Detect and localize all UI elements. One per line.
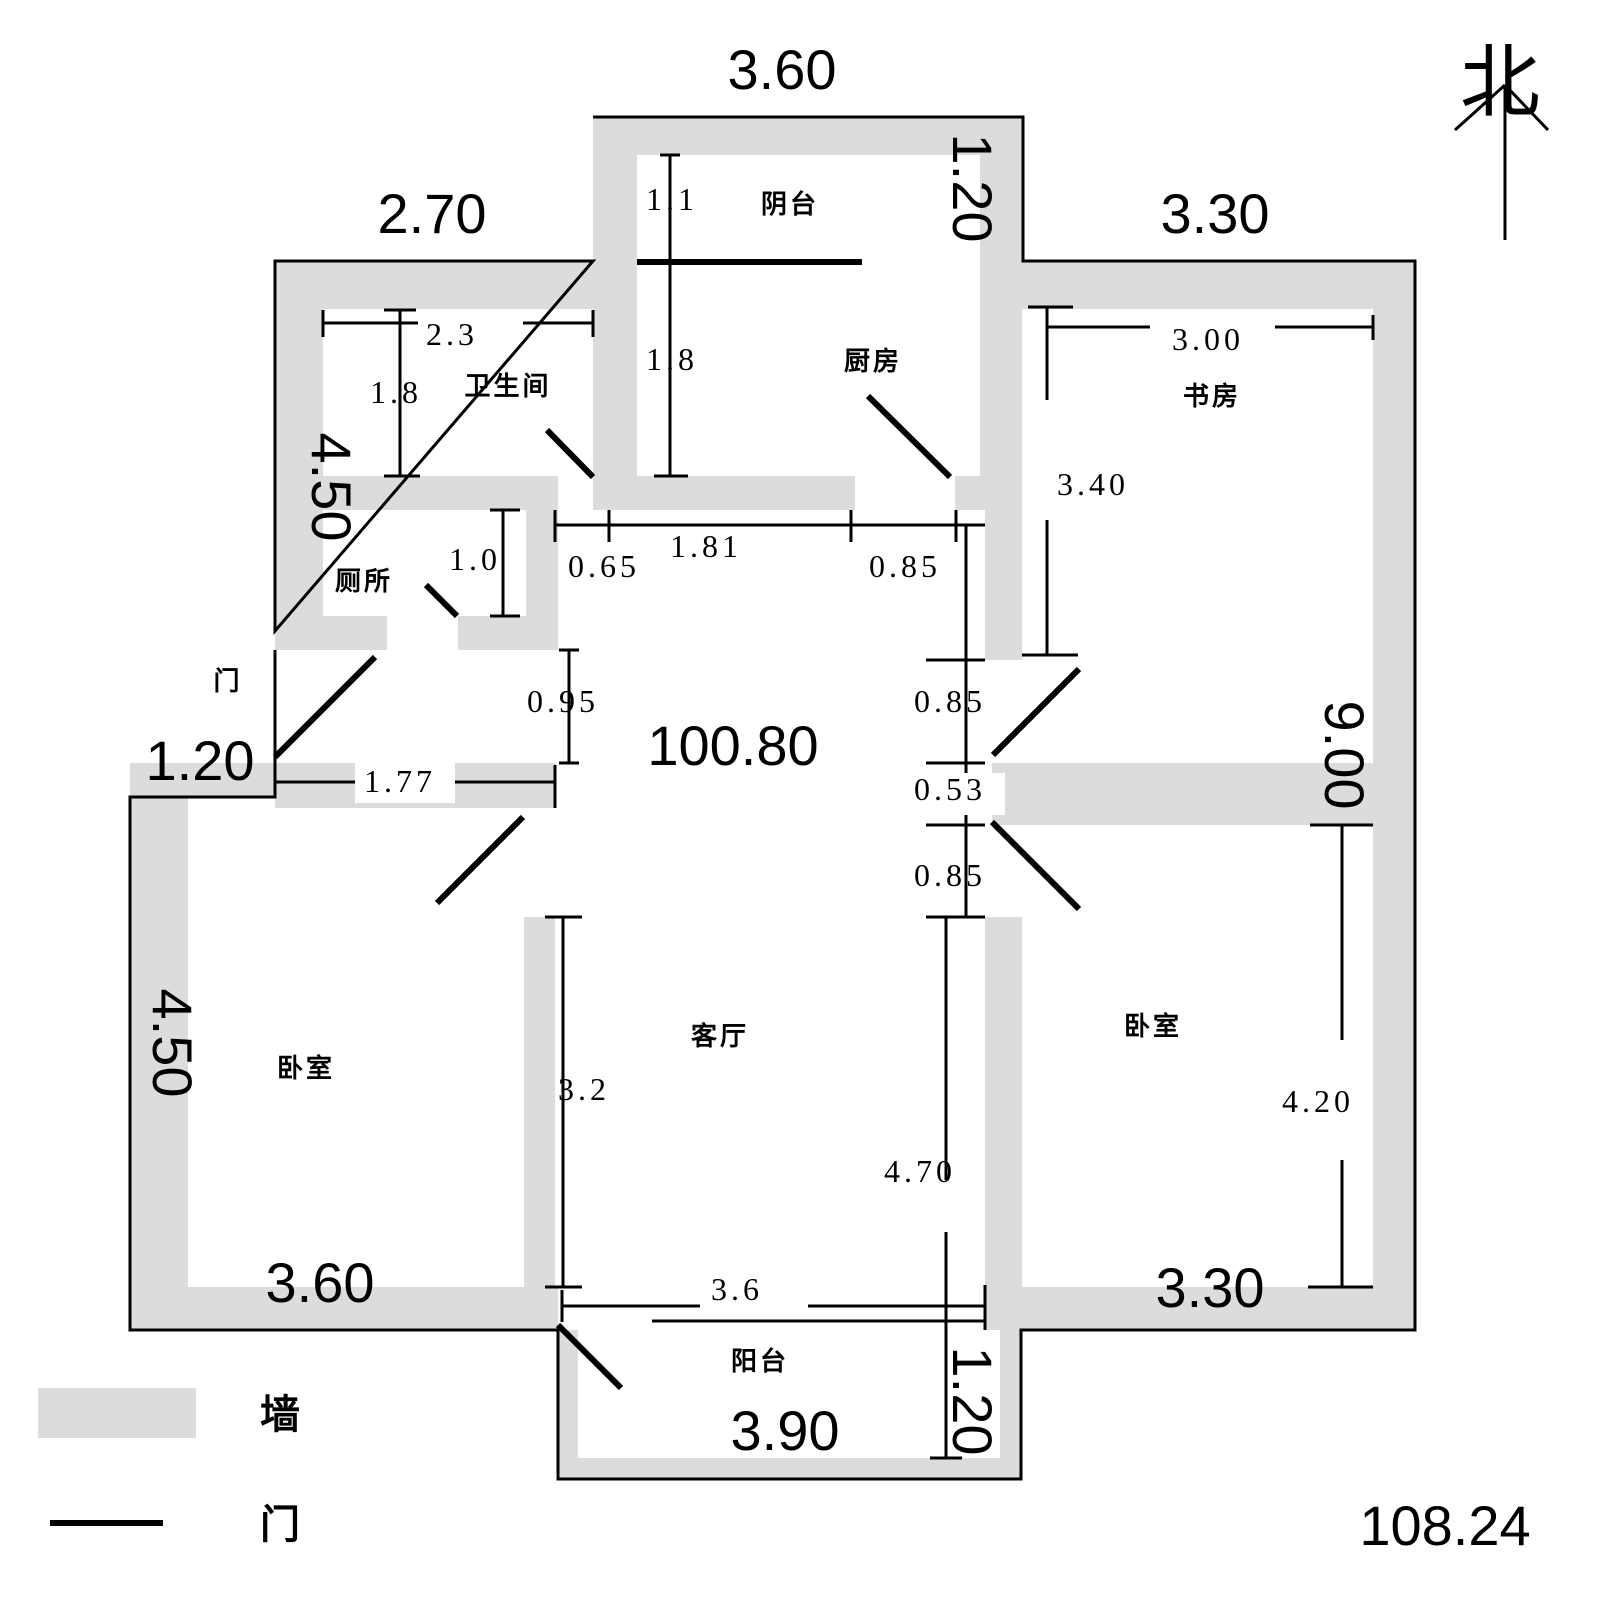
wall-balcony-north-top [593,117,1023,155]
dim-left-lower-height: 4.50 [141,989,204,1098]
outer-outline [128,115,1417,1481]
north-arrow-left [1453,83,1507,132]
dim-bedroom-right-depth: 4.20 [1282,1083,1354,1119]
inner-area: 100.80 [647,714,818,777]
room-bathroom: 卫生间 [464,372,551,402]
dim-study-depth: 3.40 [1057,466,1129,502]
room-entrance-door: 门 [213,667,242,697]
dim-top-balcony-depth: 1.20 [941,134,1004,243]
dim-bath-depth: 1.8 [370,374,422,410]
walls [130,117,1415,1479]
wall-study-left [985,476,1022,660]
dim-bottom-balcony-depth: 1.20 [941,1347,1004,1456]
door-study [990,666,1082,758]
door-entrance [272,654,378,760]
dim-seg-a: 0.65 [568,548,640,584]
dim-bedroom-left-top: 1.77 [364,763,436,799]
wall-balcony-south-bottom [558,1458,1020,1479]
small-dimensions: 2.3 1.8 1.1 1.8 3.00 3.40 1.0 0.65 1.81 … [355,181,1354,1307]
doors [272,259,1082,1391]
wall-bottom-right [985,1287,1415,1330]
dim-living-left: 3.2 [558,1071,610,1107]
wall-toilet-bottom-right [458,616,558,650]
room-bedroom-left: 卧室 [277,1053,335,1084]
dim-left-upper-height: 4.50 [300,433,363,542]
door-toilet [423,582,460,619]
wall-bath-bottom [323,476,558,510]
room-balcony-south: 阳台 [731,1346,789,1377]
dim-seg-b: 1.81 [670,528,742,564]
wall-balcony-north-left [593,117,637,477]
wall-kitchen-bottom [593,476,855,510]
room-study: 书房 [1183,382,1241,412]
total-area: 108.24 [1359,1494,1530,1557]
dim-bottom-left-width: 3.60 [266,1251,375,1314]
door-bathroom [544,427,596,480]
dimension-lines [275,153,1375,1460]
dim-corridor-v: 0.95 [527,683,599,719]
north-label: 北 [1460,36,1540,129]
wall-bedroom-left-right [524,917,555,1287]
dim-bottom-right-width: 3.30 [1156,1256,1265,1319]
wall-study-top [1022,261,1415,309]
room-bedroom-right: 卧室 [1124,1011,1182,1042]
dim-study-width: 3.00 [1172,321,1244,357]
door-balcony-south [555,1322,624,1391]
north-arrow: 北 [1453,36,1550,240]
room-balcony-north: 阴台 [761,189,819,220]
wall-balcony-south-right [1000,1330,1020,1479]
room-labels: 阴台 厨房 卫生间 厕所 书房 门 客厅 卧室 卧室 阳台 [213,189,1241,1377]
wall-kitchen-right [980,117,1022,482]
wall-entry-stub [130,763,275,797]
dim-toilet-depth: 1.0 [449,541,501,577]
dim-entry-width: 1.20 [146,729,255,792]
dim-bottom-balcony-width: 3.90 [731,1399,840,1462]
wall-bath-top [275,261,593,309]
dim-top-right-width: 3.30 [1161,182,1270,245]
dim-living-right: 4.70 [884,1153,956,1189]
room-toilet: 厕所 [335,567,393,597]
door-kitchen [865,393,953,480]
legend-wall-label: 墙 [260,1392,300,1438]
door-bedroom-left [434,814,526,906]
big-dimensions: 3.60 2.70 3.30 1.20 3.60 3.30 3.90 100.8… [141,38,1531,1557]
dim-living-bottom: 3.6 [711,1271,763,1307]
dim-right-c: 0.85 [914,857,986,893]
legend-door-label: 门 [260,1502,300,1548]
door-bedroom-right [989,819,1082,912]
room-kitchen: 厨房 [844,347,902,377]
dim-bath-width: 2.3 [426,316,478,352]
wall-bedroom-right-left [985,917,1022,1287]
dim-top-left-width: 2.70 [378,182,487,245]
legend-wall-swatch [38,1388,196,1438]
legend: 墙 门 [38,1388,300,1548]
dim-right-total-height: 9.00 [1313,701,1376,810]
wall-toilet-bottom-left [275,616,387,650]
wall-right [1373,261,1415,1330]
dim-right-b: 0.53 [914,771,986,807]
wall-balcony-south-left [558,1330,578,1479]
dim-right-a: 0.85 [914,683,986,719]
room-living: 客厅 [691,1021,749,1052]
wall-bottom-left [130,1287,558,1330]
dim-kitchen-upper: 1.1 [646,181,698,217]
dim-kitchen-lower: 1.8 [646,341,698,377]
wall-study-bottom [992,763,1373,825]
wall-left-lower [130,797,188,1330]
dim-top-balcony-width: 3.60 [728,38,837,101]
north-arrow-right [1503,83,1550,132]
dim-seg-c: 0.85 [869,548,941,584]
